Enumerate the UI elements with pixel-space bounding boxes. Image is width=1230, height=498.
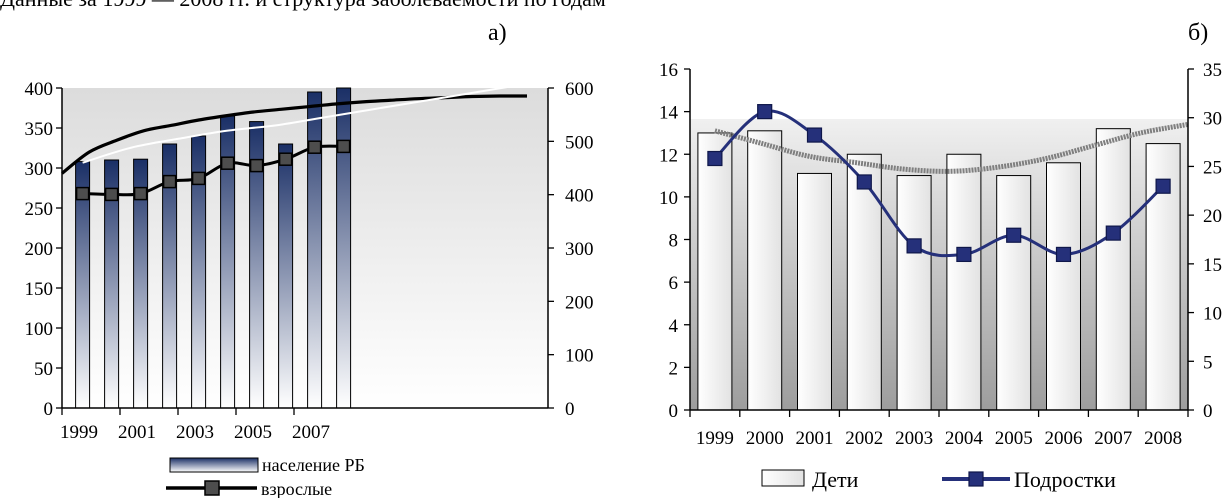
white-overlay-line-a bbox=[82, 84, 518, 164]
bar-b bbox=[946, 153, 982, 411]
xtick-label-b: 2008 bbox=[1144, 428, 1182, 449]
ytick-label-right-b: 25 bbox=[1203, 157, 1222, 178]
bar-b bbox=[797, 172, 832, 411]
ytick-label-left-b: 12 bbox=[659, 145, 678, 166]
legend-swatch-marker-b bbox=[968, 471, 984, 487]
marker-a bbox=[75, 186, 90, 201]
marker-b bbox=[856, 174, 872, 190]
ytick-label-left-b: 10 bbox=[659, 188, 678, 209]
series-line-b bbox=[713, 109, 1165, 258]
ytick-label-left-a: 250 bbox=[25, 199, 54, 220]
bar-b bbox=[996, 175, 1032, 411]
bar-b bbox=[1046, 162, 1081, 411]
bar-b bbox=[896, 175, 932, 411]
ytick-label-right-a: 400 bbox=[565, 186, 594, 207]
ytick-label-left-b: 14 bbox=[659, 103, 679, 124]
xtick-label-a: 2001 bbox=[118, 422, 156, 443]
marker-a bbox=[307, 140, 322, 154]
ytick-label-left-a: 50 bbox=[34, 359, 53, 380]
marker-b bbox=[906, 238, 922, 254]
ytick-label-right-b: 30 bbox=[1203, 109, 1222, 130]
ytick-label-right-a: 100 bbox=[565, 346, 594, 367]
ytick-label-left-a: 350 bbox=[25, 119, 54, 140]
ytick-label-left-a: 0 bbox=[44, 399, 54, 420]
panel-label-b: б) bbox=[1188, 20, 1208, 46]
ytick-label-right-a: 600 bbox=[565, 79, 594, 100]
marker-a bbox=[104, 187, 119, 202]
marker-b bbox=[707, 150, 723, 167]
panel-label-a: а) bbox=[488, 20, 507, 46]
marker-a bbox=[278, 152, 293, 166]
marker-a bbox=[162, 174, 177, 189]
marker-b bbox=[1155, 178, 1171, 194]
legend-label-bar-b: Дети bbox=[812, 467, 859, 492]
xtick-label-b: 2000 bbox=[746, 428, 784, 449]
top-cut-text: Данные за 1999 — 2008 гг. и структура за… bbox=[0, 0, 606, 12]
legend-swatch-bar-a bbox=[169, 457, 259, 473]
xtick-label-b: 2005 bbox=[995, 428, 1033, 449]
bar-a bbox=[278, 143, 294, 409]
xtick-label-b: 2003 bbox=[895, 428, 933, 449]
ytick-label-left-b: 4 bbox=[669, 316, 679, 337]
ytick-label-left-b: 2 bbox=[669, 358, 679, 379]
marker-a bbox=[133, 186, 148, 201]
legend-swatch-marker-a bbox=[204, 480, 220, 496]
legend-label-line-b: Подростки bbox=[1014, 467, 1116, 492]
ytick-label-right-b: 10 bbox=[1203, 304, 1222, 325]
marker-a bbox=[191, 171, 206, 186]
trend-line-b bbox=[714, 121, 1189, 174]
ytick-label-right-b: 0 bbox=[1203, 401, 1213, 422]
marker-a bbox=[336, 139, 351, 154]
ytick-label-right-b: 15 bbox=[1203, 255, 1222, 276]
ytick-label-left-b: 16 bbox=[659, 60, 678, 81]
marker-b bbox=[1006, 227, 1022, 243]
ytick-label-right-a: 200 bbox=[565, 292, 594, 313]
ytick-label-right-b: 5 bbox=[1203, 352, 1213, 373]
ytick-label-left-a: 150 bbox=[25, 279, 54, 300]
ytick-label-left-a: 200 bbox=[25, 239, 54, 260]
ytick-label-right-b: 35 bbox=[1203, 60, 1222, 81]
bar-a bbox=[307, 91, 323, 409]
xtick-label-b: 2002 bbox=[845, 428, 883, 449]
marker-b bbox=[1105, 225, 1121, 241]
ytick-label-right-a: 500 bbox=[565, 132, 594, 153]
ytick-label-left-a: 100 bbox=[25, 319, 54, 340]
ytick-label-right-b: 20 bbox=[1203, 206, 1222, 227]
xtick-label-a: 2005 bbox=[234, 422, 272, 443]
legend-label-line-a: взрослые bbox=[261, 479, 332, 498]
marker-a bbox=[220, 156, 235, 170]
bar-b bbox=[747, 130, 783, 411]
ytick-label-left-b: 6 bbox=[669, 273, 679, 294]
marker-b bbox=[757, 104, 773, 120]
xtick-label-a: 1999 bbox=[60, 422, 98, 443]
marker-a bbox=[249, 158, 264, 173]
legend-swatch-bar-b bbox=[761, 469, 805, 487]
series-line-a bbox=[82, 144, 344, 197]
marker-b bbox=[956, 246, 972, 263]
marker-b bbox=[1055, 246, 1072, 263]
legend-label-bar-a: население РБ bbox=[262, 455, 365, 475]
bar-b bbox=[697, 132, 733, 411]
marker-b bbox=[806, 127, 823, 143]
ytick-label-left-b: 8 bbox=[669, 231, 679, 252]
ytick-label-right-a: 300 bbox=[565, 239, 594, 260]
xtick-label-b: 1999 bbox=[696, 428, 734, 449]
xtick-label-b: 2006 bbox=[1045, 428, 1083, 449]
ytick-label-right-a: 0 bbox=[565, 399, 575, 420]
xtick-label-b: 2007 bbox=[1094, 428, 1132, 449]
xtick-label-a: 2007 bbox=[292, 422, 330, 443]
xtick-label-b: 2001 bbox=[796, 428, 834, 449]
ytick-label-left-a: 400 bbox=[25, 79, 54, 100]
xtick-label-a: 2003 bbox=[176, 422, 214, 443]
bar-b bbox=[846, 153, 882, 411]
ytick-label-left-b: 0 bbox=[669, 401, 679, 422]
xtick-label-b: 2004 bbox=[945, 428, 984, 449]
bar-a bbox=[336, 87, 352, 409]
ytick-label-left-a: 300 bbox=[25, 159, 54, 180]
bar-b bbox=[1095, 128, 1131, 411]
